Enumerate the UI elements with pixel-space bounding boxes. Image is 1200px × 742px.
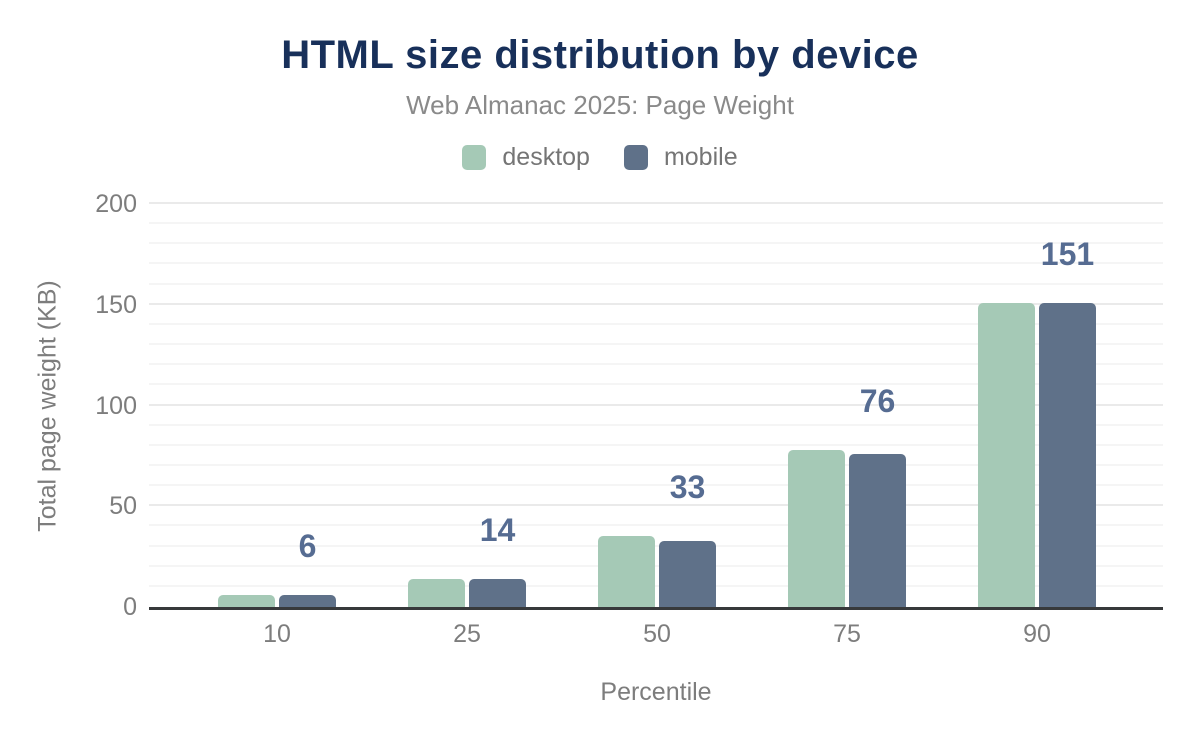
x-tick-90: 90: [1023, 620, 1051, 648]
bar-value-label-p25: 14: [479, 511, 516, 548]
x-tick-25: 25: [453, 620, 481, 648]
legend-item-mobile[interactable]: mobile: [623, 143, 738, 172]
gridline-minor: [149, 282, 1163, 285]
gridline-major: [149, 504, 1163, 507]
gridline-minor: [149, 443, 1163, 446]
bar-desktop-p75: [788, 449, 845, 607]
plot-area: 6 14 33 76 151: [149, 202, 1163, 610]
chart-title: HTML size distribution by device: [281, 33, 919, 77]
bar-mobile-p25: [469, 578, 526, 607]
gridline-major: [149, 403, 1163, 406]
legend-swatch-mobile: [623, 145, 648, 170]
x-axis-title: Percentile: [600, 678, 712, 706]
y-tick-200: 200: [95, 190, 137, 218]
gridline-minor: [149, 564, 1163, 567]
bar-group-p25: [372, 204, 562, 607]
gridline-minor: [149, 343, 1163, 346]
legend-label-mobile: mobile: [663, 143, 738, 171]
bar-group-p75: [752, 204, 942, 607]
bar-desktop-p10: [218, 594, 275, 607]
bar-value-label-p10: 6: [298, 527, 317, 564]
bar-value-label-p90: 151: [1040, 235, 1095, 272]
gridline-minor: [149, 484, 1163, 487]
gridline-minor: [149, 322, 1163, 325]
y-tick-50: 50: [109, 492, 137, 521]
y-tick-0: 0: [123, 593, 137, 621]
y-tick-100: 100: [95, 391, 137, 420]
gridline-minor: [149, 383, 1163, 386]
gridline-minor: [149, 584, 1163, 587]
gridline-minor: [149, 242, 1163, 245]
bar-value-label-p75: 76: [859, 382, 896, 419]
chart-subtitle: Web Almanac 2025: Page Weight: [406, 90, 794, 120]
gridline-minor: [149, 524, 1163, 527]
gridline-minor: [149, 222, 1163, 225]
bar-mobile-p50: [659, 540, 716, 607]
legend-label-desktop: desktop: [502, 143, 590, 171]
bar-mobile-p90: [1039, 302, 1096, 607]
gridline-minor: [149, 463, 1163, 466]
gridline-minor: [149, 544, 1163, 547]
x-tick-10: 10: [263, 620, 291, 648]
bar-desktop-p25: [408, 578, 465, 607]
gridline-major: [149, 302, 1163, 305]
legend-swatch-desktop: [462, 145, 487, 170]
gridline-minor: [149, 423, 1163, 426]
bar-group-p10: [182, 204, 372, 607]
legend-item-desktop[interactable]: desktop: [462, 143, 590, 172]
y-tick-150: 150: [95, 290, 137, 319]
gridline-minor: [149, 363, 1163, 366]
legend: desktop mobile: [0, 143, 1200, 172]
x-tick-50: 50: [643, 620, 671, 648]
bar-mobile-p10: [279, 594, 336, 607]
bar-group-p50: [562, 204, 752, 607]
bar-group-p90: [942, 204, 1132, 607]
gridline-major: [149, 202, 1163, 204]
bar-mobile-p75: [849, 453, 906, 607]
gridline-minor: [149, 262, 1163, 265]
bar-desktop-p90: [978, 302, 1035, 607]
bar-value-label-p50: 33: [669, 469, 706, 506]
bar-desktop-p50: [598, 536, 655, 607]
x-tick-75: 75: [833, 620, 861, 648]
